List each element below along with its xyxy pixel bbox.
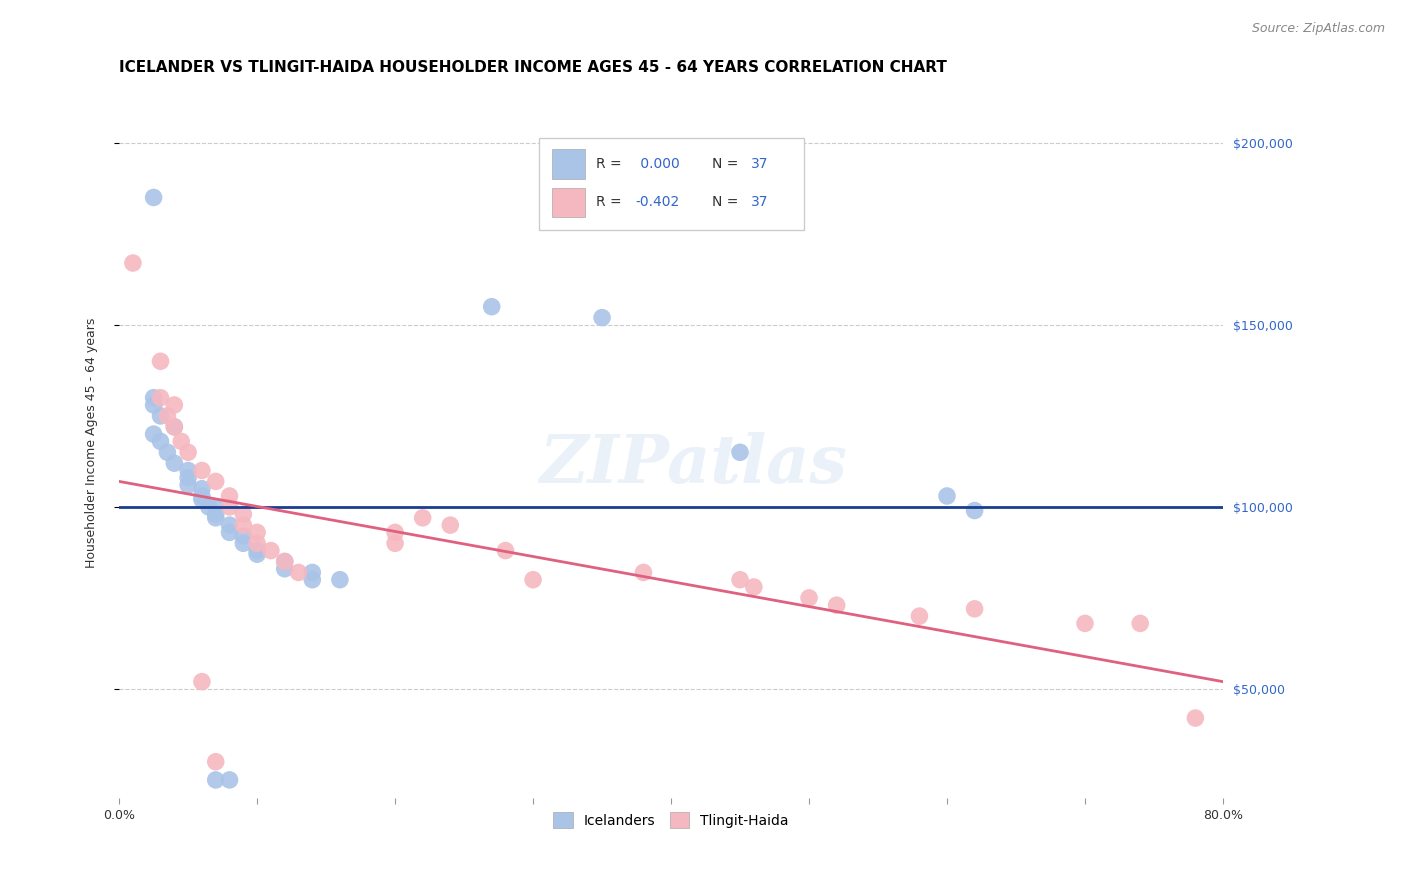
Text: 37: 37 [751, 157, 768, 171]
Point [156, 409, 179, 423]
Point [908, 609, 931, 624]
FancyBboxPatch shape [551, 149, 585, 179]
FancyBboxPatch shape [551, 187, 585, 218]
Point [163, 456, 186, 470]
Point [273, 554, 295, 568]
Point [329, 573, 352, 587]
Text: R =: R = [596, 157, 621, 171]
Point [204, 772, 226, 787]
Point [149, 434, 172, 449]
Point [439, 518, 461, 533]
Text: N =: N = [711, 194, 738, 209]
Point [522, 573, 544, 587]
Point [218, 500, 240, 514]
Point [246, 536, 269, 550]
Point [742, 580, 765, 594]
Point [170, 434, 193, 449]
Point [1184, 711, 1206, 725]
Point [177, 463, 200, 477]
Point [191, 492, 214, 507]
Point [633, 566, 655, 580]
Point [384, 536, 406, 550]
Text: R =: R = [596, 194, 621, 209]
Point [163, 398, 186, 412]
Point [797, 591, 820, 605]
Text: 37: 37 [751, 194, 768, 209]
Point [218, 518, 240, 533]
Point [149, 391, 172, 405]
Point [191, 674, 214, 689]
Point [412, 511, 434, 525]
Point [177, 478, 200, 492]
Point [232, 518, 254, 533]
Point [728, 445, 751, 459]
Point [301, 573, 323, 587]
Text: -0.402: -0.402 [636, 194, 681, 209]
Point [142, 391, 165, 405]
Point [156, 445, 179, 459]
Point [142, 190, 165, 204]
Point [273, 562, 295, 576]
Point [149, 354, 172, 368]
Point [728, 573, 751, 587]
Point [825, 598, 848, 612]
Point [1129, 616, 1152, 631]
Point [163, 419, 186, 434]
Point [177, 471, 200, 485]
Point [260, 543, 283, 558]
Point [191, 482, 214, 496]
Point [163, 419, 186, 434]
Text: ICELANDER VS TLINGIT-HAIDA HOUSEHOLDER INCOME AGES 45 - 64 YEARS CORRELATION CHA: ICELANDER VS TLINGIT-HAIDA HOUSEHOLDER I… [120, 60, 948, 75]
Point [191, 489, 214, 503]
Point [204, 475, 226, 489]
Point [198, 500, 221, 514]
Point [142, 398, 165, 412]
Legend: Icelanders, Tlingit-Haida: Icelanders, Tlingit-Haida [548, 806, 794, 834]
Text: N =: N = [711, 157, 738, 171]
Point [963, 602, 986, 616]
Point [273, 554, 295, 568]
Y-axis label: Householder Income Ages 45 - 64 years: Householder Income Ages 45 - 64 years [86, 318, 98, 568]
Text: 0.000: 0.000 [636, 157, 679, 171]
Point [246, 543, 269, 558]
Point [204, 755, 226, 769]
Point [384, 525, 406, 540]
Point [232, 536, 254, 550]
Point [204, 511, 226, 525]
Point [1074, 616, 1097, 631]
Point [481, 300, 503, 314]
FancyBboxPatch shape [538, 138, 803, 230]
Point [149, 409, 172, 423]
Point [122, 256, 145, 270]
Point [495, 543, 517, 558]
Point [936, 489, 959, 503]
Point [218, 525, 240, 540]
Point [246, 525, 269, 540]
Point [177, 445, 200, 459]
Point [204, 500, 226, 514]
Point [232, 529, 254, 543]
Text: Source: ZipAtlas.com: Source: ZipAtlas.com [1251, 22, 1385, 36]
Point [287, 566, 309, 580]
Point [963, 503, 986, 517]
Point [191, 463, 214, 477]
Point [301, 566, 323, 580]
Point [204, 507, 226, 521]
Point [142, 427, 165, 442]
Point [218, 772, 240, 787]
Point [246, 547, 269, 561]
Point [218, 489, 240, 503]
Point [591, 310, 613, 325]
Text: ZIPatlas: ZIPatlas [538, 432, 846, 497]
Point [232, 507, 254, 521]
